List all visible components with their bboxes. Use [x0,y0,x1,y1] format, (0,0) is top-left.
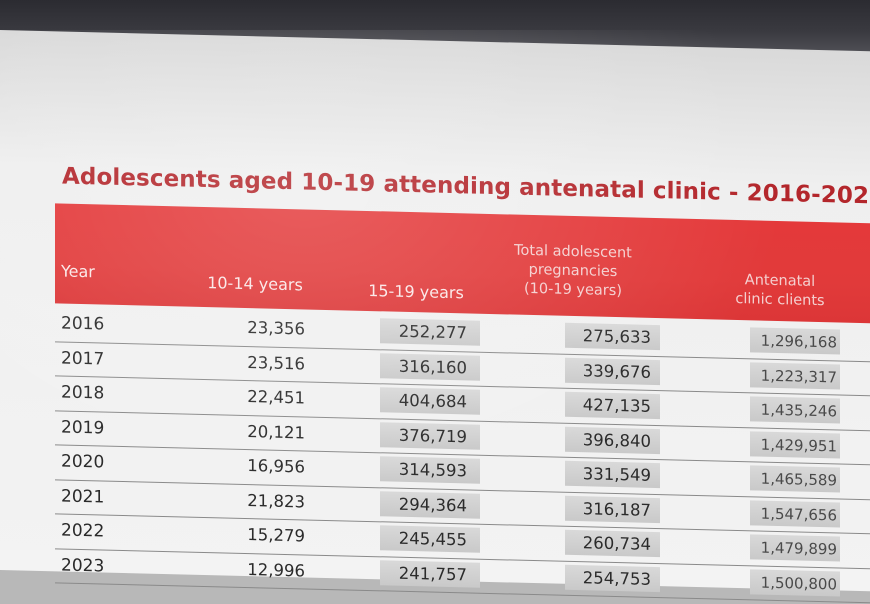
cell-15-19: 314,593 [398,459,467,481]
cell-15-19: 241,757 [398,563,467,584]
cell-10-14: 23,356 [247,318,305,339]
cell-antenatal: 1,465,589 [760,469,837,490]
table-title: Adolescents aged 10-19 attending antenat… [62,163,870,210]
row-year: 2023 [61,554,105,577]
header-total-line3: (10-19 years) [524,280,622,300]
header-antenatal-line2: clinic clients [735,290,825,310]
row-year: 2017 [61,347,105,370]
cell-antenatal: 1,429,951 [760,435,837,455]
row-year: 2022 [61,520,105,542]
cell-antenatal: 1,223,317 [760,366,837,386]
header-10-14: 10-14 years [207,273,303,295]
cell-10-14: 15,279 [247,525,305,546]
cell-15-19: 245,455 [398,528,467,550]
row-year: 2019 [61,416,105,439]
header-15-19: 15-19 years [368,280,464,303]
row-year: 2018 [61,382,105,404]
header-total-line2: pregnancies [528,261,618,281]
cell-antenatal: 1,500,800 [760,573,837,593]
header-antenatal-line1: Antenatal [744,272,816,290]
cell-total: 339,676 [582,360,651,382]
cell-15-19: 252,277 [398,321,467,343]
screen: Adolescents aged 10-19 attending antenat… [0,30,870,604]
cell-10-14: 22,451 [247,387,305,408]
cell-antenatal: 1,435,246 [760,400,837,421]
cell-10-14: 21,823 [247,490,305,511]
cell-total: 396,840 [582,429,651,451]
cell-10-14: 16,956 [247,456,305,477]
cell-total: 275,633 [582,326,651,347]
row-year: 2021 [61,485,105,508]
cell-total: 331,549 [582,464,651,485]
table-body: 2016 23,356 252,277 275,633 1,296,168 20… [55,307,870,604]
cell-15-19: 316,160 [398,356,467,377]
cell-antenatal: 1,296,168 [760,331,837,352]
cell-15-19: 294,364 [398,494,467,515]
cell-total: 427,135 [582,395,651,416]
cell-10-14: 20,121 [247,421,305,442]
row-year: 2016 [61,313,105,335]
cell-15-19: 404,684 [398,390,467,412]
cell-15-19: 376,719 [398,425,467,446]
cell-total: 316,187 [582,498,651,520]
cell-total: 254,753 [582,567,651,589]
row-year: 2020 [61,451,105,473]
cell-10-14: 23,516 [247,352,305,373]
table-header: Year 10-14 years 15-19 years Total adole… [55,203,870,324]
cell-antenatal: 1,547,656 [760,504,837,524]
cell-10-14: 12,996 [247,559,305,580]
header-total-line1: Total adolescent [514,242,632,262]
cell-antenatal: 1,479,899 [760,538,837,559]
header-year: Year [61,261,95,282]
cell-total: 260,734 [582,533,651,554]
